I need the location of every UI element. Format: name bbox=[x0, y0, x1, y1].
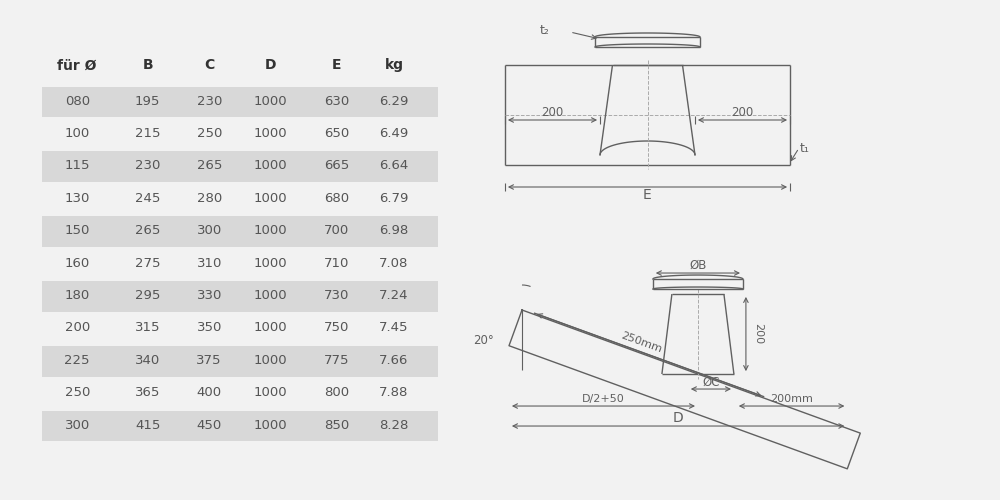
Text: 1000: 1000 bbox=[254, 224, 288, 237]
Bar bbox=[42, 86, 438, 118]
Text: 295: 295 bbox=[135, 289, 160, 302]
Text: 1000: 1000 bbox=[254, 160, 288, 172]
Text: 7.24: 7.24 bbox=[379, 289, 409, 302]
Text: 850: 850 bbox=[324, 418, 349, 432]
Text: 20°: 20° bbox=[473, 334, 494, 346]
Text: 265: 265 bbox=[135, 224, 160, 237]
Text: 1000: 1000 bbox=[254, 127, 288, 140]
Text: 200: 200 bbox=[731, 106, 754, 120]
Text: t₂: t₂ bbox=[540, 24, 550, 36]
Text: 225: 225 bbox=[64, 354, 90, 367]
Text: 115: 115 bbox=[64, 160, 90, 172]
Text: 630: 630 bbox=[324, 94, 349, 108]
Text: 1000: 1000 bbox=[254, 354, 288, 367]
Text: 195: 195 bbox=[135, 94, 160, 108]
Text: 180: 180 bbox=[65, 289, 90, 302]
Bar bbox=[42, 346, 438, 376]
Text: 400: 400 bbox=[197, 386, 222, 399]
Text: 6.64: 6.64 bbox=[379, 160, 409, 172]
Text: 245: 245 bbox=[135, 192, 160, 205]
Text: 340: 340 bbox=[135, 354, 160, 367]
Text: 650: 650 bbox=[324, 127, 349, 140]
Text: 215: 215 bbox=[135, 127, 160, 140]
Text: D/2+50: D/2+50 bbox=[582, 394, 625, 404]
Text: 6.79: 6.79 bbox=[379, 192, 409, 205]
Text: 365: 365 bbox=[135, 386, 160, 399]
Text: 415: 415 bbox=[135, 418, 160, 432]
Text: 200mm: 200mm bbox=[770, 394, 813, 404]
Text: 6.29: 6.29 bbox=[379, 94, 409, 108]
Text: D: D bbox=[265, 58, 277, 72]
Text: 7.88: 7.88 bbox=[379, 386, 409, 399]
Text: 130: 130 bbox=[65, 192, 90, 205]
Bar bbox=[42, 216, 438, 247]
Text: 7.66: 7.66 bbox=[379, 354, 409, 367]
Text: 080: 080 bbox=[65, 94, 90, 108]
Text: 275: 275 bbox=[135, 256, 160, 270]
Text: 775: 775 bbox=[324, 354, 350, 367]
Text: 7.08: 7.08 bbox=[379, 256, 409, 270]
Text: 265: 265 bbox=[197, 160, 222, 172]
Text: C: C bbox=[204, 58, 214, 72]
Text: 800: 800 bbox=[324, 386, 349, 399]
Text: t₁: t₁ bbox=[800, 142, 810, 154]
Text: 700: 700 bbox=[324, 224, 349, 237]
Text: E: E bbox=[332, 58, 342, 72]
Text: ØC: ØC bbox=[702, 376, 720, 388]
Text: B: B bbox=[142, 58, 153, 72]
Text: 330: 330 bbox=[197, 289, 222, 302]
Text: 680: 680 bbox=[324, 192, 349, 205]
Text: E: E bbox=[643, 188, 652, 202]
Text: 100: 100 bbox=[65, 127, 90, 140]
Bar bbox=[42, 152, 438, 182]
Text: 200: 200 bbox=[65, 322, 90, 334]
Text: 665: 665 bbox=[324, 160, 349, 172]
Text: für Ø: für Ø bbox=[57, 58, 97, 72]
Text: 750: 750 bbox=[324, 322, 349, 334]
Text: 1000: 1000 bbox=[254, 94, 288, 108]
Text: D: D bbox=[673, 411, 684, 425]
Text: 160: 160 bbox=[65, 256, 90, 270]
Text: ØB: ØB bbox=[689, 258, 707, 272]
Text: 230: 230 bbox=[197, 94, 222, 108]
Bar bbox=[42, 281, 438, 312]
Text: 6.98: 6.98 bbox=[379, 224, 409, 237]
Text: 6.49: 6.49 bbox=[379, 127, 409, 140]
Text: 1000: 1000 bbox=[254, 192, 288, 205]
Text: 250mm: 250mm bbox=[619, 330, 663, 354]
Text: 230: 230 bbox=[135, 160, 160, 172]
Text: 310: 310 bbox=[197, 256, 222, 270]
Text: 1000: 1000 bbox=[254, 386, 288, 399]
Text: 300: 300 bbox=[65, 418, 90, 432]
Text: 150: 150 bbox=[65, 224, 90, 237]
Text: 315: 315 bbox=[135, 322, 160, 334]
Text: 730: 730 bbox=[324, 289, 349, 302]
Text: 1000: 1000 bbox=[254, 418, 288, 432]
Text: 450: 450 bbox=[197, 418, 222, 432]
Text: 200: 200 bbox=[541, 106, 564, 120]
Text: 1000: 1000 bbox=[254, 322, 288, 334]
Text: kg: kg bbox=[384, 58, 404, 72]
Text: 1000: 1000 bbox=[254, 289, 288, 302]
Text: 375: 375 bbox=[196, 354, 222, 367]
Text: 710: 710 bbox=[324, 256, 349, 270]
Text: 8.28: 8.28 bbox=[379, 418, 409, 432]
Text: 250: 250 bbox=[65, 386, 90, 399]
Text: 350: 350 bbox=[197, 322, 222, 334]
Text: 250: 250 bbox=[197, 127, 222, 140]
Text: 200: 200 bbox=[753, 324, 763, 344]
Bar bbox=[42, 410, 438, 442]
Text: 300: 300 bbox=[197, 224, 222, 237]
Text: 280: 280 bbox=[197, 192, 222, 205]
Text: 7.45: 7.45 bbox=[379, 322, 409, 334]
Text: 1000: 1000 bbox=[254, 256, 288, 270]
